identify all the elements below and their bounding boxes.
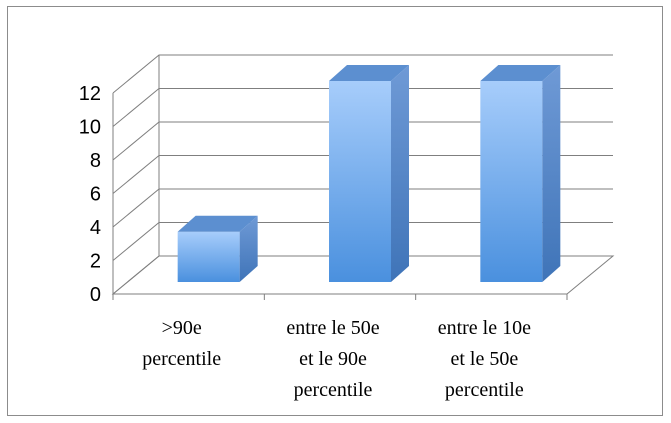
bar-front — [329, 81, 391, 282]
gridline — [112, 155, 613, 194]
x-category-label-line: et le 90e — [299, 348, 367, 370]
gridline — [112, 188, 613, 228]
y-axis-tick-labels: 0 2 4 6 8 10 12 — [79, 83, 101, 306]
bar-front — [177, 231, 240, 282]
gridline — [112, 54, 613, 94]
x-axis-category-labels: >90e percentile entre le 50e et le 90e perce… — [142, 317, 531, 401]
x-category-label-line: entre le 10e — [438, 317, 531, 339]
gridline — [112, 121, 613, 161]
y-tick-label: 4 — [90, 217, 101, 239]
x-category-label-line: entre le 50e — [286, 317, 379, 339]
bars — [177, 65, 561, 282]
bar-side — [542, 65, 561, 282]
axes — [112, 93, 568, 300]
y-tick-label: 10 — [79, 117, 101, 139]
bar-top — [329, 65, 409, 81]
y-tick-label: 12 — [79, 83, 101, 105]
bar — [177, 215, 258, 282]
bar-top — [480, 65, 561, 81]
bar — [329, 65, 409, 282]
x-category-label-line: percentile — [445, 379, 524, 401]
bar — [480, 65, 561, 282]
x-category-label-line: et le 50e — [450, 348, 518, 370]
y-tick-label: 8 — [90, 150, 101, 172]
gridline — [112, 88, 613, 127]
bar-side — [391, 65, 409, 282]
gridline — [112, 222, 613, 261]
gridlines — [112, 54, 613, 295]
x-category-label: entre le 10e et le 50e percentile — [438, 317, 531, 401]
x-category-label: >90e percentile — [142, 317, 221, 370]
y-tick-label: 0 — [90, 284, 101, 306]
gridline — [112, 255, 613, 295]
x-category-label: entre le 50e et le 90e percentile — [286, 317, 379, 401]
y-tick-label: 2 — [90, 251, 101, 273]
x-category-label-line: >90e — [162, 317, 202, 339]
bar-side — [239, 215, 258, 282]
bar-top — [177, 215, 258, 232]
x-category-label-line: percentile — [294, 379, 373, 401]
y-tick-label: 6 — [90, 184, 101, 206]
bar-front — [480, 81, 543, 282]
x-category-label-line: percentile — [142, 348, 221, 370]
